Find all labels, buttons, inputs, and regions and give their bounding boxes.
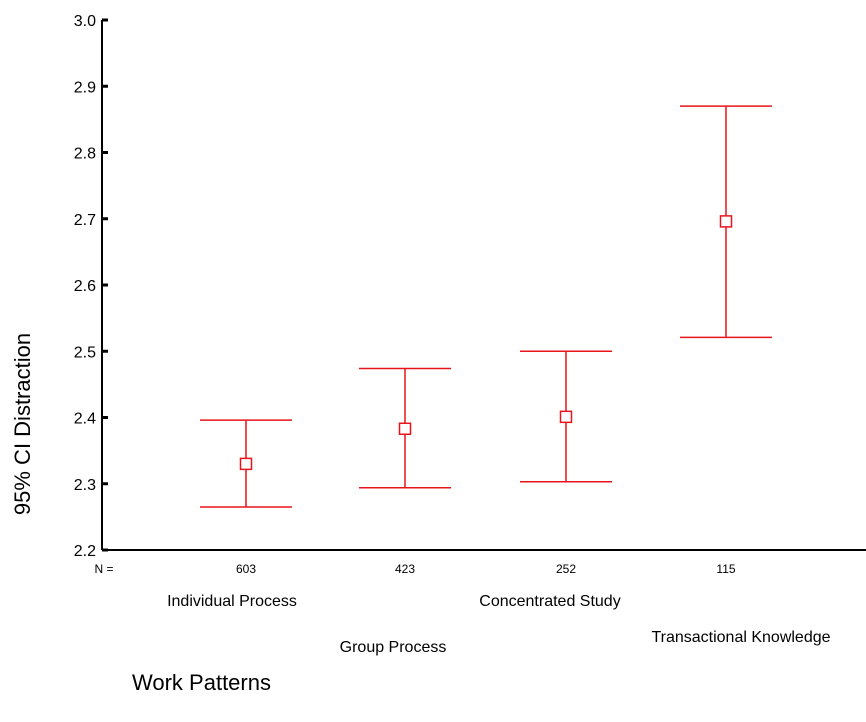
- n-count-label: 423: [395, 562, 415, 576]
- n-count-label: 603: [236, 562, 256, 576]
- y-tick-label: 2.9: [74, 79, 96, 96]
- y-tick-label: 2.3: [74, 477, 96, 494]
- n-count-label: 252: [556, 562, 576, 576]
- n-labels: N = 603 423 252 115: [94, 562, 735, 576]
- y-axis-title: 95% CI Distraction: [10, 333, 35, 515]
- y-tick-label: 2.2: [74, 543, 96, 560]
- y-tick-label: 2.5: [74, 344, 96, 361]
- n-prefix-label: N =: [94, 562, 113, 576]
- error-bars: [200, 105, 772, 508]
- mean-marker: [239, 457, 253, 471]
- category-label: Individual Process: [167, 593, 297, 610]
- y-tick-label: 3.0: [74, 13, 96, 30]
- category-label: Group Process: [340, 639, 447, 656]
- category-label: Concentrated Study: [479, 593, 620, 610]
- y-tick-label: 2.6: [74, 278, 96, 295]
- y-tick-label: 2.4: [74, 411, 96, 428]
- category-labels: Individual Process Group Process Concentra…: [167, 593, 831, 656]
- y-axis-ticks: 2.2 2.3 2.4 2.5 2.6 2.7 2.8 2.9 3.0: [74, 13, 108, 560]
- mean-marker: [398, 422, 412, 436]
- mean-marker: [719, 215, 733, 228]
- mean-marker: [559, 410, 573, 424]
- x-axis-title: Work Patterns: [132, 670, 271, 695]
- category-label: Transactional Knowledge: [651, 629, 830, 646]
- n-count-label: 115: [716, 562, 735, 576]
- y-tick-label: 2.7: [74, 212, 96, 229]
- plot-axes: [101, 20, 866, 551]
- y-tick-label: 2.8: [74, 146, 96, 163]
